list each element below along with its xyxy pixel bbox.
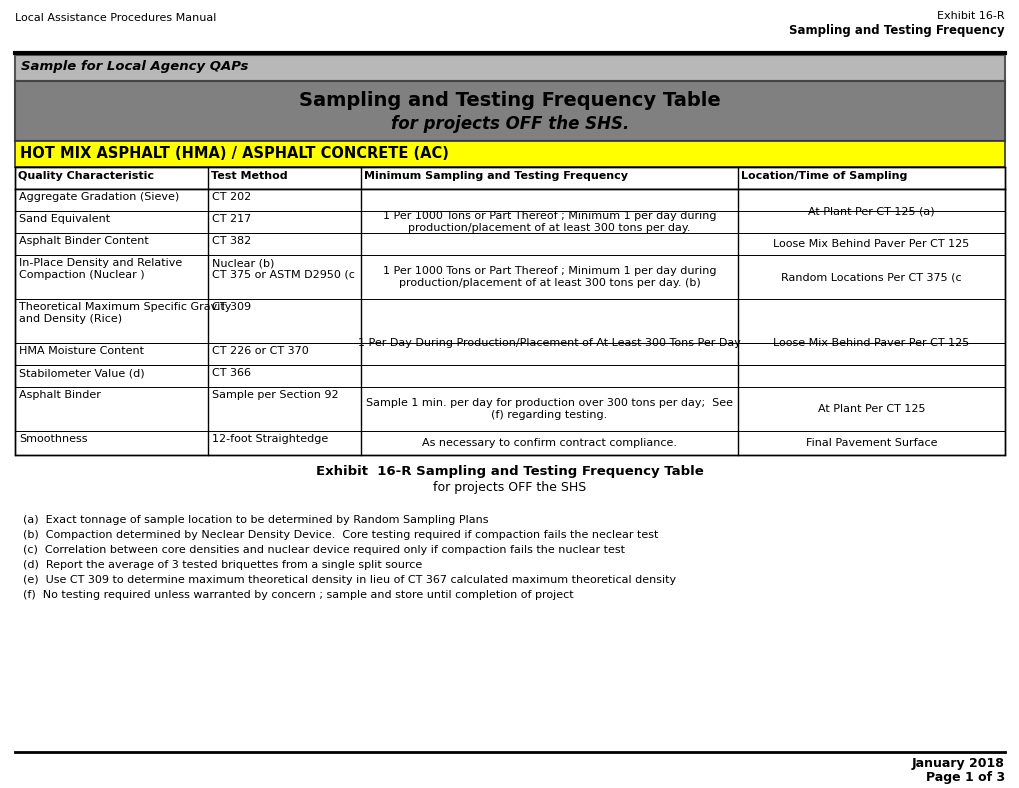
Text: CT 202: CT 202 <box>212 192 251 202</box>
Text: HMA Moisture Content: HMA Moisture Content <box>19 346 144 356</box>
Bar <box>15 141 1004 167</box>
Text: Sand Equivalent: Sand Equivalent <box>19 214 110 224</box>
Bar <box>0 0 1019 53</box>
Bar <box>15 81 1004 141</box>
Text: At Plant Per CT 125: At Plant Per CT 125 <box>817 404 924 414</box>
Text: January 2018: January 2018 <box>911 757 1004 770</box>
Text: Minimum Sampling and Testing Frequency: Minimum Sampling and Testing Frequency <box>364 171 628 181</box>
Text: Asphalt Binder Content: Asphalt Binder Content <box>19 236 149 246</box>
Text: 1 Per 1000 Tons or Part Thereof ; Minimum 1 per day during
production/placement : 1 Per 1000 Tons or Part Thereof ; Minimu… <box>382 266 715 288</box>
Text: Location/Time of Sampling: Location/Time of Sampling <box>740 171 906 181</box>
Text: Final Pavement Surface: Final Pavement Surface <box>805 438 936 448</box>
Bar <box>15 55 1004 81</box>
Text: Smoothness: Smoothness <box>19 434 88 444</box>
Text: CT 226 or CT 370: CT 226 or CT 370 <box>212 346 309 356</box>
Bar <box>15 167 1004 189</box>
Text: (c)  Correlation between core densities and nuclear device required only if comp: (c) Correlation between core densities a… <box>23 545 625 555</box>
Text: As necessary to confirm contract compliance.: As necessary to confirm contract complia… <box>422 438 677 448</box>
Text: Random Locations Per CT 375 (c: Random Locations Per CT 375 (c <box>781 272 961 282</box>
Text: 1 Per Day During Production/Placement of At Least 300 Tons Per Day: 1 Per Day During Production/Placement of… <box>358 338 741 348</box>
Text: Sample per Section 92: Sample per Section 92 <box>212 390 338 400</box>
Text: for projects OFF the SHS: for projects OFF the SHS <box>433 481 586 494</box>
Text: Test Method: Test Method <box>211 171 287 181</box>
Text: Page 1 of 3: Page 1 of 3 <box>925 771 1004 784</box>
Text: Loose Mix Behind Paver Per CT 125: Loose Mix Behind Paver Per CT 125 <box>772 239 968 249</box>
Text: Sampling and Testing Frequency Table: Sampling and Testing Frequency Table <box>299 91 720 110</box>
Text: Exhibit 16-R: Exhibit 16-R <box>936 11 1004 21</box>
Text: Aggregate Gradation (Sieve): Aggregate Gradation (Sieve) <box>19 192 179 202</box>
Text: Sampling and Testing Frequency: Sampling and Testing Frequency <box>789 24 1004 37</box>
Text: Sample for Local Agency QAPs: Sample for Local Agency QAPs <box>21 60 249 73</box>
Text: 12-foot Straightedge: 12-foot Straightedge <box>212 434 328 444</box>
Text: (b)  Compaction determined by Neclear Density Device.  Core testing required if : (b) Compaction determined by Neclear Den… <box>23 530 657 540</box>
Text: Asphalt Binder: Asphalt Binder <box>19 390 101 400</box>
Text: Exhibit  16-R Sampling and Testing Frequency Table: Exhibit 16-R Sampling and Testing Freque… <box>316 465 703 478</box>
Text: CT 382: CT 382 <box>212 236 251 246</box>
Bar <box>15 189 1004 455</box>
Text: Theoretical Maximum Specific Gravity
and Density (Rice): Theoretical Maximum Specific Gravity and… <box>19 302 231 324</box>
Text: HOT MIX ASPHALT (HMA) / ASPHALT CONCRETE (AC): HOT MIX ASPHALT (HMA) / ASPHALT CONCRETE… <box>20 146 448 161</box>
Text: Quality Characteristic: Quality Characteristic <box>18 171 154 181</box>
Text: CT 217: CT 217 <box>212 214 251 224</box>
Text: Nuclear (b)
CT 375 or ASTM D2950 (c: Nuclear (b) CT 375 or ASTM D2950 (c <box>212 258 355 280</box>
Text: In-Place Density and Relative
Compaction (Nuclear ): In-Place Density and Relative Compaction… <box>19 258 182 280</box>
Text: Local Assistance Procedures Manual: Local Assistance Procedures Manual <box>15 13 216 23</box>
Text: Sample 1 min. per day for production over 300 tons per day;  See
(f) regarding t: Sample 1 min. per day for production ove… <box>366 398 733 420</box>
Text: CT 366: CT 366 <box>212 368 251 378</box>
Text: (e)  Use CT 309 to determine maximum theoretical density in lieu of CT 367 calcu: (e) Use CT 309 to determine maximum theo… <box>23 575 676 585</box>
Text: Stabilometer Value (d): Stabilometer Value (d) <box>19 368 145 378</box>
Text: (d)  Report the average of 3 tested briquettes from a single split source: (d) Report the average of 3 tested briqu… <box>23 560 422 570</box>
Text: (a)  Exact tonnage of sample location to be determined by Random Sampling Plans: (a) Exact tonnage of sample location to … <box>23 515 488 525</box>
Text: Loose Mix Behind Paver Per CT 125: Loose Mix Behind Paver Per CT 125 <box>772 338 968 348</box>
Text: for projects OFF the SHS.: for projects OFF the SHS. <box>390 115 629 133</box>
Text: CT 309: CT 309 <box>212 302 251 312</box>
Text: 1 Per 1000 Tons or Part Thereof ; Minimum 1 per day during
production/placement : 1 Per 1000 Tons or Part Thereof ; Minimu… <box>382 211 715 232</box>
Text: (f)  No testing required unless warranted by concern ; sample and store until co: (f) No testing required unless warranted… <box>23 590 573 600</box>
Text: At Plant Per CT 125 (a): At Plant Per CT 125 (a) <box>807 206 933 216</box>
